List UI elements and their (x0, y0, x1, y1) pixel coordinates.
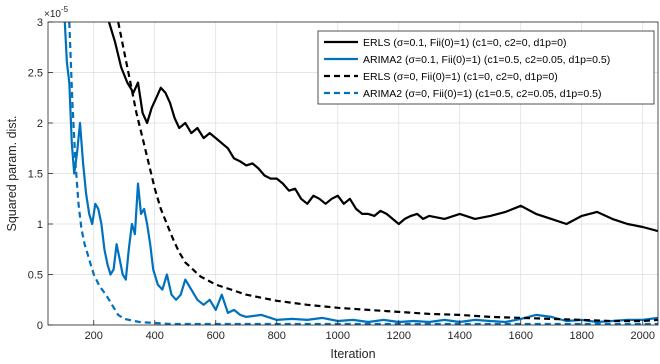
axis-ticks: 200 400 600 800 1000 1200 1400 1600 1800 2000 0 0.5… (28, 17, 655, 342)
y-tick-label: 1 (37, 219, 43, 231)
series-line-1 (107, 22, 658, 233)
y-tick-label: 2.5 (28, 68, 43, 80)
legend-entry-label: ERLS (σ=0, Fii(0)=1) (c1=0, c2=0, d1p=0) (363, 71, 558, 83)
y-tick-label: 0.5 (28, 270, 43, 282)
x-tick-label: 1400 (448, 330, 472, 342)
y-tick-label: 0 (37, 320, 43, 332)
series-line-3 (117, 22, 658, 323)
x-axis-label: Iteration (330, 347, 375, 361)
y-axis-exponent-base: ×10 (44, 9, 61, 20)
x-tick-label: 1600 (509, 330, 533, 342)
series-line-4 (68, 22, 658, 325)
x-tick-label: 1000 (326, 330, 350, 342)
y-tick-label: 1.5 (28, 169, 43, 181)
y-tick-label: 2 (37, 118, 43, 130)
legend-box (317, 30, 655, 105)
y-axis-exponent: ×10-5 (44, 5, 69, 20)
y-tick-label: 3 (37, 17, 43, 29)
legend: ERLS (σ=0.1, Fii(0)=1) (c1=0, c2=0, d1p=… (317, 30, 655, 105)
x-tick-label: 2000 (631, 330, 655, 342)
x-tick-label: 1200 (387, 330, 411, 342)
legend-entry-label: ARIMA2 (σ=0, Fii(0)=1) (c1=0.5, c2=0.05,… (363, 88, 601, 100)
y-axis-label: Squared param. dist. (5, 115, 19, 231)
x-tick-label: 1800 (570, 330, 594, 342)
legend-entry-label: ERLS (σ=0.1, Fii(0)=1) (c1=0, c2=0, d1p=… (363, 37, 566, 49)
x-tick-label: 200 (85, 330, 103, 342)
series-lines (63, 22, 658, 325)
x-tick-label: 600 (207, 330, 225, 342)
series-line-2 (63, 22, 658, 324)
x-tick-label: 400 (146, 330, 164, 342)
y-axis-exponent-power: -5 (61, 5, 69, 14)
x-tick-label: 800 (268, 330, 286, 342)
legend-entry-label: ARIMA2 (σ=0.1, Fii(0)=1) (c1=0.5, c2=0.0… (363, 54, 610, 66)
